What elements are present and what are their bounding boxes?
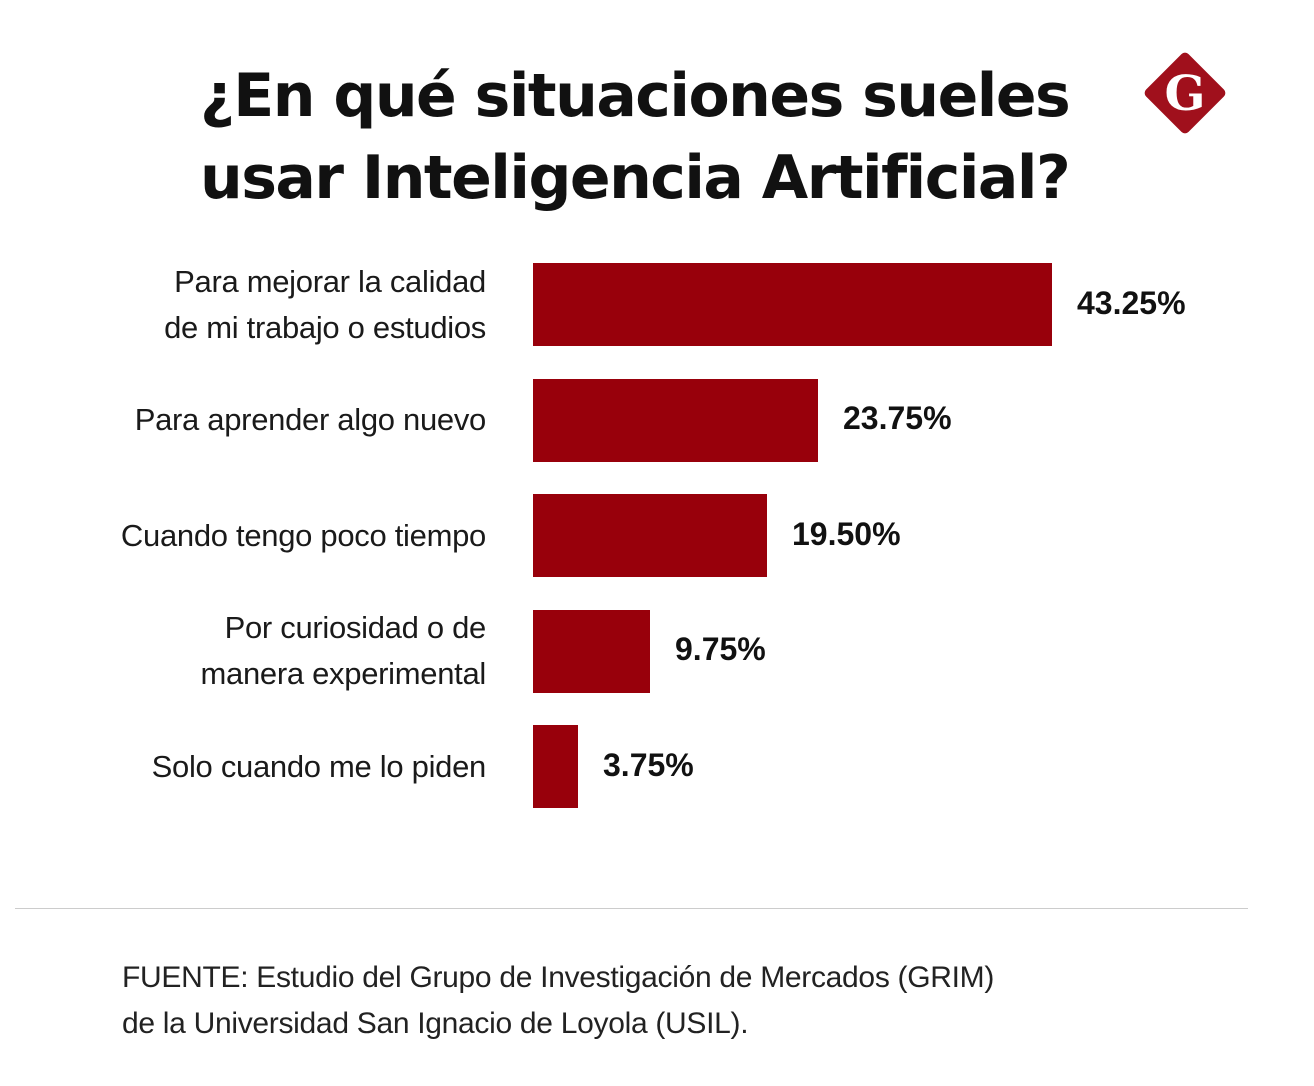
data-label: 3.75% [603, 746, 694, 783]
bar [533, 725, 578, 808]
category-label-line: manera experimental [200, 656, 486, 691]
category-label: Cuando tengo poco tiempo [16, 513, 486, 559]
category-label: Solo cuando me lo piden [16, 744, 487, 790]
data-label: 19.50% [792, 515, 901, 552]
data-label: 43.25% [1077, 284, 1186, 321]
category-label: Para mejorar la calidad de mi trabajo o e… [16, 259, 486, 351]
source-note: FUENTE: Estudio del Grupo de Investigaci… [122, 955, 994, 1047]
source-line-1: FUENTE: Estudio del Grupo de Investigaci… [122, 961, 995, 994]
data-label: 9.75% [675, 631, 766, 667]
category-label-line: de mi trabajo o estudios [164, 309, 486, 345]
title-line-1: ¿En qué situaciones sueles [200, 61, 1071, 131]
bar [533, 263, 1052, 346]
category-label: Por curiosidad o de manera experimental [16, 605, 486, 697]
category-label: Para aprender algo nuevo [16, 397, 487, 443]
divider [15, 908, 1248, 909]
svg-text:G: G [1165, 66, 1206, 122]
chart-title: ¿En qué situaciones sueles usar Intelige… [200, 55, 1100, 219]
category-label-line: Solo cuando me lo piden [151, 748, 487, 784]
bar [533, 378, 818, 462]
source-line-2: de la Universidad San Ignacio de Loyola … [122, 1007, 749, 1040]
title-line-2: usar Inteligencia Artificial? [200, 143, 1071, 213]
category-label-line: Por curiosidad o de [224, 610, 487, 645]
category-label-line: Para mejorar la calidad [174, 263, 486, 299]
bar [533, 609, 650, 693]
category-label-line: Cuando tengo poco tiempo [120, 517, 486, 553]
data-label: 23.75% [843, 400, 952, 436]
category-label-line: Para aprender algo nuevo [134, 402, 487, 437]
bar [533, 494, 767, 577]
logo-g-icon: G [1144, 52, 1226, 134]
